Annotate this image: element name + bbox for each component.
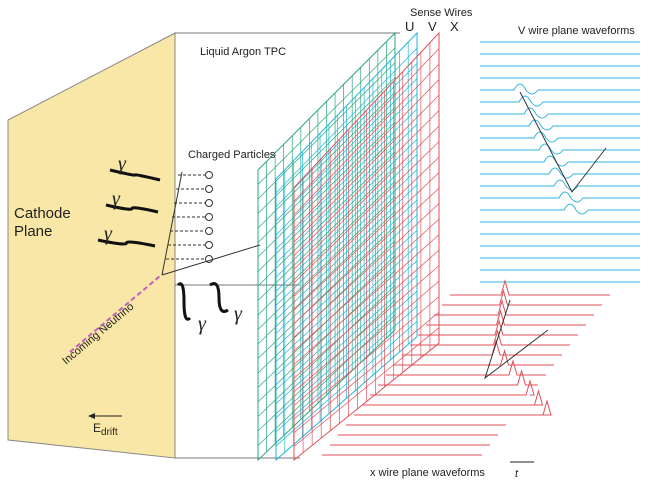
photon-path	[210, 284, 228, 312]
plane-label: V	[428, 19, 437, 34]
drift-sub: drift	[101, 427, 118, 438]
v-waveform	[480, 84, 640, 94]
drift-main: E	[93, 421, 101, 435]
photon: γ	[112, 188, 121, 210]
v-waveform	[480, 180, 640, 190]
electron	[206, 228, 213, 235]
v-waveform	[480, 204, 640, 214]
x-waveform	[370, 381, 534, 395]
x-waveform	[434, 301, 594, 315]
tpc-label: Liquid Argon TPC	[200, 46, 286, 58]
electron	[206, 242, 213, 249]
v-waveform	[480, 132, 640, 142]
charged-particles-label: Charged Particles	[188, 149, 276, 161]
sense-wires-title: Sense Wires	[410, 7, 473, 19]
cathode-label: Plane	[14, 223, 52, 240]
x-waveform	[442, 291, 602, 305]
v-waveform	[480, 192, 640, 202]
electron	[206, 172, 213, 179]
time-label: t	[515, 468, 519, 480]
x-waveforms-label: x wire plane waveforms	[370, 467, 485, 479]
electron	[206, 200, 213, 207]
waveforms	[322, 42, 640, 455]
x-waveform	[410, 331, 570, 345]
photon: γ	[234, 303, 243, 325]
photon: γ	[104, 223, 113, 245]
x-waveform	[450, 281, 610, 295]
cathode-label: Cathode	[14, 205, 71, 222]
fit-line	[520, 92, 606, 192]
electron	[206, 186, 213, 193]
wire-planes	[258, 33, 439, 460]
x-waveform	[354, 401, 551, 415]
x-waveform	[362, 391, 543, 405]
v-waveform	[480, 156, 640, 166]
v-waveforms-label: V wire plane waveforms	[518, 25, 635, 37]
electron	[206, 214, 213, 221]
x-waveform	[402, 341, 562, 355]
v-waveform	[480, 120, 640, 130]
photon-path	[178, 284, 190, 320]
x-waveform	[394, 351, 554, 365]
plane-label: U	[405, 19, 414, 34]
diagram: Liquid Argon TPC Sense Wires U V X V wir…	[0, 0, 654, 481]
v-waveform	[480, 144, 640, 154]
v-waveform	[480, 96, 640, 106]
plane-label: X	[450, 19, 459, 34]
photon: γ	[198, 313, 207, 335]
v-waveform	[480, 108, 640, 118]
photon: γ	[118, 153, 127, 175]
fit-line	[485, 300, 548, 378]
track	[162, 245, 260, 275]
